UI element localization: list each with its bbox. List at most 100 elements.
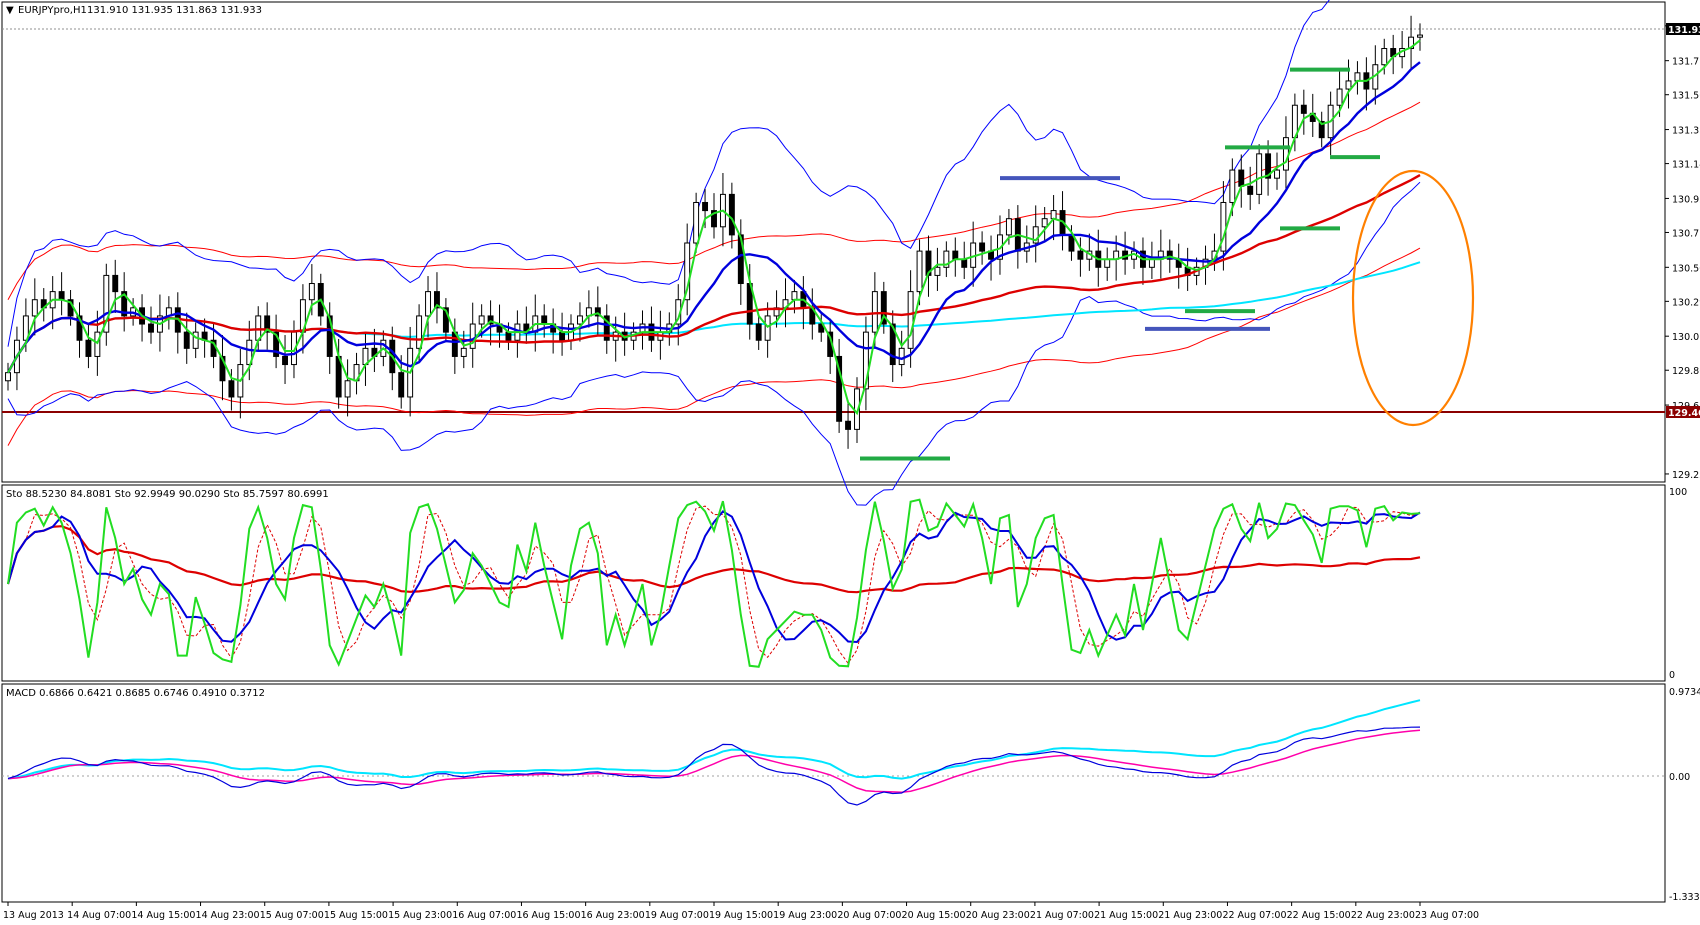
candle-body [326, 315, 333, 357]
macd-header: MACD 0.6866 0.6421 0.8685 0.6746 0.4910 … [6, 688, 265, 699]
price-tick-label: 130.500 [1672, 263, 1700, 274]
time-tick-label: 22 Aug 07:00 [1222, 910, 1286, 921]
candle-body [979, 242, 986, 252]
candle-body [728, 193, 735, 236]
stoch-tick-100: 100 [1669, 487, 1687, 498]
candle-body [889, 323, 896, 366]
candle-body [1408, 36, 1415, 50]
candle-body [1229, 169, 1236, 203]
price-tick-label: 131.565 [1672, 91, 1700, 102]
candle-body [1005, 218, 1012, 236]
candle-body [693, 201, 700, 244]
candle-body [1032, 226, 1039, 244]
candle-body [5, 372, 11, 382]
candle-body [1274, 169, 1280, 179]
candle-body [898, 347, 905, 366]
candle-body [871, 291, 878, 333]
candle-body [836, 355, 843, 422]
current-price-tag [1666, 23, 1700, 35]
candle-body [1104, 258, 1111, 268]
price-tick-label: 131.350 [1672, 126, 1700, 137]
candle-body [31, 299, 38, 317]
candle-body [94, 331, 101, 357]
candle-body [764, 315, 771, 341]
candle-body [1238, 169, 1245, 187]
candle-body [442, 307, 449, 333]
time-tick-label: 23 Aug 07:00 [1415, 910, 1479, 921]
candle-body [684, 242, 691, 301]
band-upper [7, 0, 1330, 347]
candle-body [434, 291, 440, 309]
ohlc-label: 131.910 131.935 131.863 131.933 [87, 5, 262, 16]
support-price-tag-label: 129.467 [1668, 408, 1700, 419]
time-tick-label: 20 Aug 23:00 [966, 910, 1030, 921]
candle-body [952, 250, 959, 260]
candle-body [1256, 153, 1263, 195]
price-tick-label: 129.225 [1672, 470, 1700, 481]
macd-main-line [7, 726, 1421, 806]
candle-body [1345, 80, 1352, 90]
time-tick-label: 22 Aug 15:00 [1287, 910, 1351, 921]
ma-mid-line [6, 61, 1421, 374]
current-price-tag-label: 131.933 [1668, 25, 1700, 36]
macd-tick-zero: 0.00 [1669, 772, 1690, 783]
time-tick-label: 14 Aug 23:00 [196, 910, 260, 921]
macd-lines [7, 699, 1421, 806]
candle-body [85, 339, 92, 357]
price-tick-label: 129.865 [1672, 366, 1700, 377]
candle-body [344, 380, 351, 398]
candle-body [755, 323, 762, 341]
time-tick-label: 22 Aug 23:00 [1351, 910, 1415, 921]
candle-body [934, 266, 941, 276]
candle-body [121, 291, 128, 317]
candle-body [308, 283, 315, 301]
annotation-ellipse [1351, 169, 1475, 427]
candle-body [1300, 104, 1307, 114]
macd-panel-frame [1, 683, 1666, 903]
candle-body [594, 307, 601, 317]
candle-body [112, 274, 119, 293]
price-tick-label: 130.715 [1672, 228, 1700, 239]
envelope-lines [7, 101, 1421, 446]
candle-body [1166, 250, 1173, 260]
price-tick-label: 130.290 [1672, 297, 1700, 308]
candle-body [398, 372, 405, 398]
stoch-green-line [7, 498, 1421, 668]
time-axis: 13 Aug 2013 14 Aug 07:00 14 Aug 15:00 14 Au… [3, 902, 1479, 921]
bollinger-bands [7, 0, 1421, 506]
stoch-tick-0: 0 [1669, 670, 1675, 681]
time-tick-label: 15 Aug 23:00 [388, 910, 452, 921]
menu-glyph[interactable]: ▼ [6, 5, 14, 16]
time-tick-label: 19 Aug 23:00 [773, 910, 837, 921]
candle-body [103, 274, 110, 333]
moving-averages [6, 39, 1421, 416]
candle-body [1354, 72, 1361, 82]
candle-body [505, 331, 512, 341]
candle-body [702, 201, 709, 212]
support-price-tag [1666, 406, 1700, 418]
candle-body [559, 331, 566, 341]
time-tick-label: 13 Aug 2013 [3, 910, 64, 921]
candle-body [487, 315, 494, 325]
envelope-upper [7, 101, 1421, 300]
candle-body [76, 315, 83, 341]
candle-body [880, 291, 887, 325]
time-tick-label: 21 Aug 23:00 [1158, 910, 1222, 921]
candle-body [192, 331, 199, 349]
candle-body [58, 291, 65, 301]
time-tick-label: 19 Aug 15:00 [709, 910, 773, 921]
candle-body [818, 323, 825, 333]
macd-tick-max: 0.9734 [1669, 687, 1700, 698]
macd-signal-line [7, 729, 1421, 793]
candle-body [603, 315, 610, 341]
time-tick-label: 15 Aug 15:00 [324, 910, 388, 921]
ma-fast-line [7, 39, 1421, 416]
candle-body [1265, 153, 1272, 179]
candlesticks [5, 15, 1423, 449]
time-tick-label: 19 Aug 07:00 [645, 910, 709, 921]
candle-body [228, 380, 235, 398]
candle-body [1050, 210, 1057, 220]
candle-body [711, 210, 717, 228]
symbol-label: EURJPYpro,H1 [18, 5, 87, 16]
